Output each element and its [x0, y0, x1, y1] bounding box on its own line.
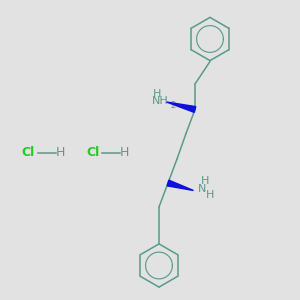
Polygon shape — [167, 180, 194, 190]
Polygon shape — [167, 102, 196, 112]
Text: N: N — [198, 184, 207, 194]
Text: H: H — [153, 88, 162, 99]
Text: 2: 2 — [170, 101, 176, 110]
Text: H: H — [120, 146, 129, 160]
Text: H: H — [201, 176, 209, 187]
Text: Cl: Cl — [22, 146, 35, 160]
Text: H: H — [55, 146, 65, 160]
Text: NH: NH — [152, 95, 168, 106]
Text: H: H — [206, 190, 214, 200]
Text: Cl: Cl — [86, 146, 100, 160]
